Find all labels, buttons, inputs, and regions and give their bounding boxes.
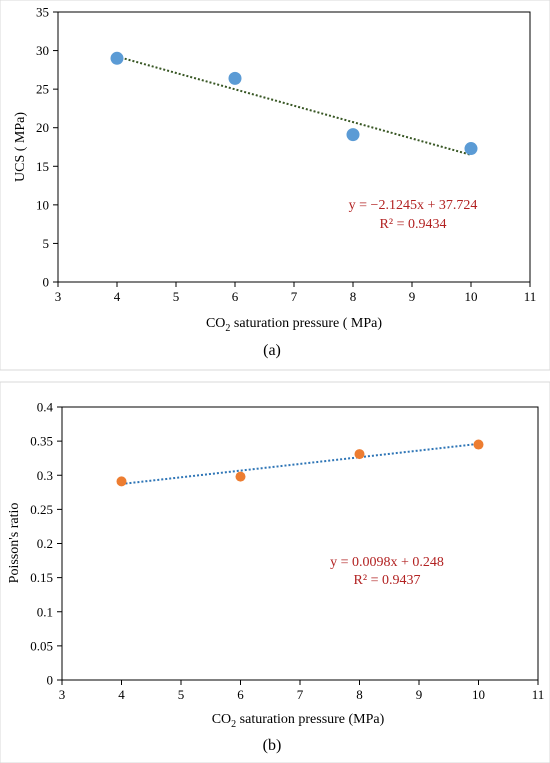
x-tick-label: 8 [350,289,357,304]
trendline-a [116,55,472,156]
data-point [346,128,360,142]
x-tick-label: 3 [59,687,66,702]
y-tick-label: 0.4 [37,400,54,415]
y-tick-label: 0.35 [30,434,53,449]
chart-panel-a: 3 4 5 6 7 8 9 10 11 0 5 10 15 20 25 30 35 UCS ( MPa) CO2… [0,0,550,371]
y-tick-label: 30 [36,43,49,58]
x-tick-label: 11 [524,289,537,304]
y-tick-label: 20 [36,120,49,135]
x-tick-label: 4 [114,289,121,304]
y-axis-label-b: Poisson's ratio [7,503,22,584]
data-point [116,476,127,487]
x-tick-label: 8 [356,687,363,702]
y-tick-label: 10 [36,197,49,212]
x-tick-label: 6 [232,289,239,304]
y-tick-label: 5 [43,236,50,251]
x-tick-label: 10 [472,687,485,702]
x-axis-label-b: CO2 saturation pressure (MPa) [212,712,385,730]
x-tick-label: 7 [291,289,298,304]
panel-a-border [0,0,550,371]
x-tick-label: 6 [237,687,244,702]
y-tick-label: 25 [36,82,49,97]
plot-area-a [57,11,531,283]
plot-area-b [61,406,539,681]
y-tick-label: 15 [36,159,49,174]
y-tick-label: 0 [47,673,54,688]
y-tick-label: 0.15 [30,570,53,585]
data-point [464,142,478,156]
x-tick-label: 7 [297,687,304,702]
panel-b-border [0,381,550,763]
x-tick-label: 9 [409,289,416,304]
equation-label-b: y = 0.0098x + 0.248 [330,555,444,570]
y-tick-label: 0.3 [37,468,53,483]
x-tick-label: 3 [55,289,62,304]
data-point [110,51,124,65]
y-tick-label: 0.2 [37,536,53,551]
data-points-b [116,439,484,487]
y-tick-label: 0.25 [30,502,53,517]
data-points-a [110,51,478,156]
x-tick-label: 5 [178,687,185,702]
data-point [235,471,246,482]
y-tick-label: 0 [43,275,50,290]
axis-ticks-a: 3 4 5 6 7 8 9 10 11 0 5 10 15 20 25 30 35 [36,5,536,305]
y-tick-label: 0.05 [30,638,53,653]
x-tick-label: 5 [173,289,180,304]
panel-label-a: (a) [263,342,281,359]
data-point [228,71,242,85]
panel-label-b: (b) [263,737,282,754]
x-tick-label: 10 [465,289,478,304]
axis-ticks-b: 3 4 5 6 7 8 9 10 11 0 0.05 0.1 0.15 0.2 0.25 0.3 0.35 0.4 [30,400,544,703]
r2-label-a: R² = 0.9434 [380,217,447,232]
r2-label-b: R² = 0.9437 [354,573,421,588]
data-point [354,449,365,460]
y-tick-label: 35 [36,5,49,20]
x-tick-label: 4 [118,687,125,702]
y-tick-label: 0.1 [37,604,53,619]
x-axis-label-a: CO2 saturation pressure ( MPa) [206,316,382,334]
data-point [473,439,484,450]
x-tick-label: 11 [532,687,545,702]
y-axis-label-a: UCS ( MPa) [13,112,28,182]
x-tick-label: 9 [416,687,423,702]
trendline [116,55,472,156]
chart-panel-b: 3 4 5 6 7 8 9 10 11 0 0.05 0.1 0.15 0.2 0.25 0.3 0.35 0.4… [0,381,550,763]
equation-label-a: y = −2.1245x + 37.724 [349,198,478,213]
